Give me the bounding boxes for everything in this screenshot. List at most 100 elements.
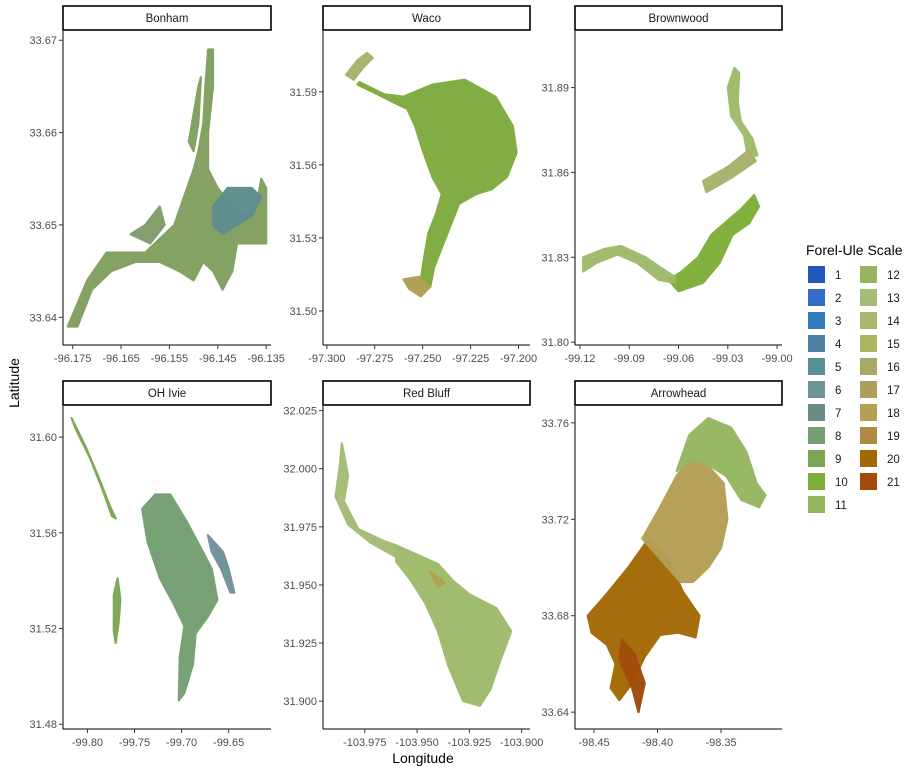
legend-item-16: 16 [860, 358, 900, 375]
legend-item-12: 12 [860, 266, 900, 283]
legend-swatch [808, 473, 825, 490]
water-region-2 [334, 442, 398, 559]
legend-swatch [808, 404, 825, 421]
x-tick-label: -103.975 [343, 737, 386, 749]
strip-box [62, 5, 272, 31]
legend-label: 16 [887, 362, 900, 374]
x-tick-label: -99.80 [72, 737, 103, 749]
reservoir-pixels [66, 48, 268, 328]
legend-swatch [808, 312, 825, 329]
x-tick-label: -97.225 [452, 353, 489, 365]
y-tick-label: 33.64 [541, 707, 569, 719]
strip-box [322, 5, 531, 31]
y-tick-label: 33.64 [29, 312, 57, 324]
legend-item-11: 11 [808, 496, 847, 513]
water-region-3 [112, 577, 122, 645]
legend-swatch [808, 450, 825, 467]
y-tick-label: 32.000 [283, 464, 317, 476]
y-tick-label: 31.89 [541, 83, 569, 95]
legend-item-20: 20 [860, 450, 900, 467]
legend-swatch [860, 450, 877, 467]
legend-item-19: 19 [860, 427, 900, 444]
legend-item-3: 3 [808, 312, 841, 329]
x-tick-label: -98.45 [578, 737, 609, 749]
legend-label: 8 [835, 431, 841, 443]
x-tick-label: -97.250 [404, 353, 441, 365]
y-tick-label: 31.56 [289, 160, 317, 172]
legend-item-10: 10 [808, 473, 848, 490]
strip-label: Brownwood [648, 13, 708, 25]
legend-swatch [808, 381, 825, 398]
y-tick-label: 31.48 [29, 719, 57, 731]
legend-item-1: 1 [808, 266, 841, 283]
y-tick-label: 32.025 [283, 406, 317, 418]
legend-swatch [860, 312, 877, 329]
panel-brownwood: Brownwood -99.12 -99.09 -99.06 -99.03 -99.00 3… [541, 5, 793, 365]
water-region-2 [641, 457, 729, 584]
strip-box [574, 380, 783, 406]
x-tick-label: -97.275 [356, 353, 393, 365]
legend-label: 20 [887, 454, 900, 466]
x-tick-label: -98.40 [642, 737, 673, 749]
legend-label: 1 [835, 270, 841, 282]
x-tick-label: -96.175 [54, 353, 91, 365]
y-tick-label: 31.59 [289, 87, 317, 99]
water-region-3 [675, 417, 767, 509]
strip-label: OH Ivie [148, 388, 186, 400]
water-region-4 [206, 534, 236, 594]
legend-item-4: 4 [808, 335, 842, 352]
legend-item-21: 21 [860, 473, 900, 490]
water-region-3 [428, 569, 446, 589]
legend-swatch [860, 381, 877, 398]
legend-item-14: 14 [860, 312, 900, 329]
y-tick-label: 31.60 [29, 432, 57, 444]
water-region-2 [70, 416, 117, 520]
x-tick-label: -99.65 [213, 737, 244, 749]
x-tick-label: -103.900 [500, 737, 543, 749]
legend-swatch [808, 266, 825, 283]
y-tick-label: 31.900 [283, 696, 317, 708]
legend-item-17: 17 [860, 381, 900, 398]
water-region-2 [344, 51, 374, 81]
legend-item-9: 9 [808, 450, 841, 467]
legend-swatch [860, 358, 877, 375]
legend-item-8: 8 [808, 427, 841, 444]
reservoir-pixels [582, 66, 761, 293]
legend-label: 13 [887, 293, 900, 305]
legend-swatch [808, 335, 825, 352]
legend-swatch [860, 473, 877, 490]
strip-box [574, 5, 783, 31]
y-tick-label: 31.950 [283, 580, 317, 592]
reservoir-pixels [334, 442, 513, 707]
y-tick-label: 33.66 [29, 128, 57, 140]
y-tick-label: 31.52 [29, 624, 57, 636]
legend-label: 12 [887, 270, 900, 282]
water-region-1 [141, 493, 219, 702]
legend-item-7: 7 [808, 404, 841, 421]
legend-item-18: 18 [860, 404, 900, 421]
strip-label: Red Bluff [403, 388, 451, 400]
x-tick-label: -99.00 [761, 353, 792, 365]
x-tick-label: -99.09 [614, 353, 645, 365]
water-region-1 [395, 544, 513, 707]
legend-label: 9 [835, 454, 841, 466]
legend-label: 7 [835, 408, 841, 420]
legend-label: 3 [835, 316, 841, 328]
x-tick-label: -99.03 [712, 353, 743, 365]
legend-title: Forel-Ule Scale [806, 242, 903, 258]
panels-layer: Bonham -96.175 -96.165 -96.155 -96.145 -96.13… [29, 5, 793, 749]
legend-label: 11 [835, 500, 847, 512]
x-tick-label: -96.135 [248, 353, 285, 365]
x-tick-label: -99.75 [119, 737, 150, 749]
legend-item-15: 15 [860, 335, 900, 352]
legend-label: 5 [835, 362, 841, 374]
legend-label: 6 [835, 385, 841, 397]
y-tick-label: 31.925 [283, 638, 317, 650]
x-tick-label: -103.925 [448, 737, 491, 749]
water-region-1 [667, 194, 761, 293]
x-tick-label: -96.145 [199, 353, 236, 365]
legend-swatch [860, 404, 877, 421]
water-region-3 [726, 66, 759, 157]
